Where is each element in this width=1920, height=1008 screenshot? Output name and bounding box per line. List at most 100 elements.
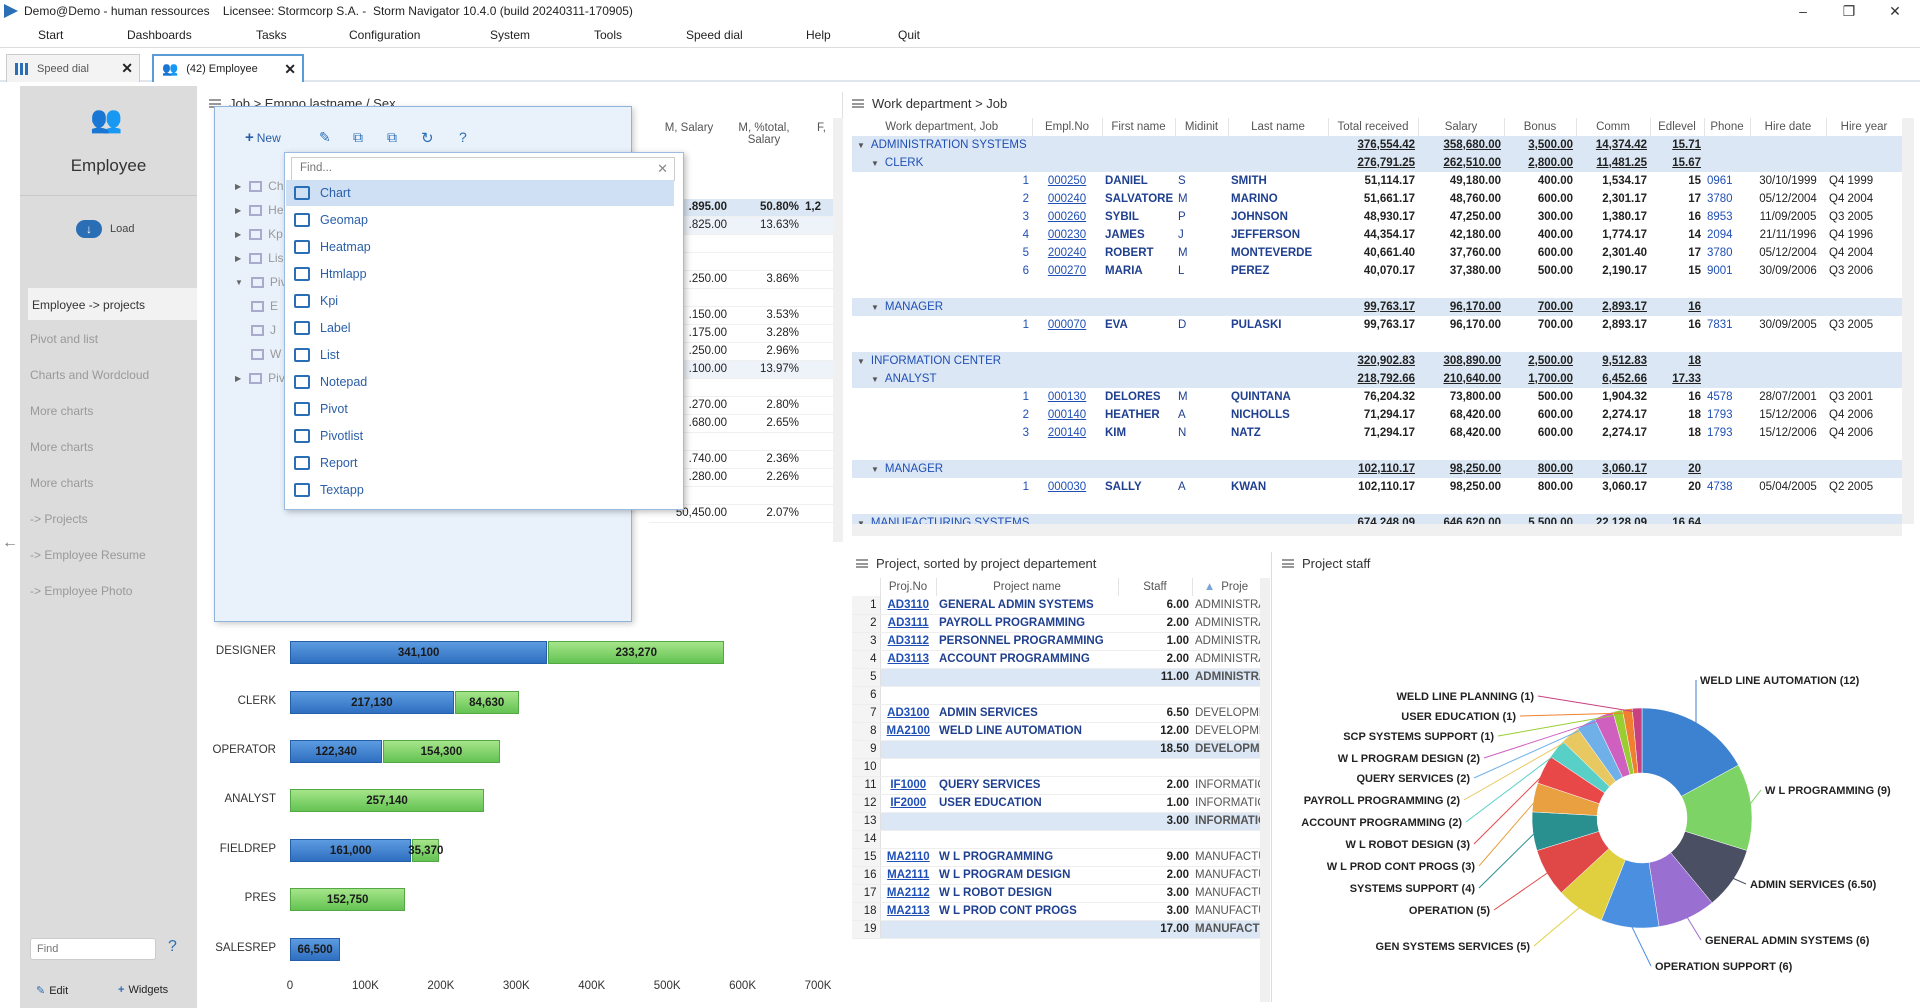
table-row[interactable]: 13 3.00 INFORMATIC (852, 812, 1260, 831)
table-row[interactable]: 11 IF1000 QUERY SERVICES 2.00 INFORMATIO (852, 776, 1260, 795)
proj-no-link[interactable]: MA2112 (886, 887, 930, 899)
empno-link[interactable]: 000070 (1047, 319, 1087, 331)
widget-type-list[interactable]: List (286, 342, 674, 368)
proj-no-link[interactable]: AD3100 (887, 707, 930, 719)
column-header[interactable]: ▲ Proje (1192, 578, 1260, 596)
proj-no-link[interactable]: AD3112 (887, 635, 930, 647)
table-row[interactable]: 7 AD3100 ADMIN SERVICES 6.50 DEVELOPME (852, 704, 1260, 723)
column-header[interactable]: Phone (1704, 118, 1751, 136)
refresh-icon[interactable]: ↻ (421, 130, 434, 147)
proj-no-link[interactable]: MA2113 (886, 905, 930, 917)
table-row[interactable]: 2 000140 HEATHER A NICHOLLS 71,294.17 68,420.0… (852, 406, 1902, 424)
bar-mark[interactable]: 84,630 (454, 691, 519, 714)
pie-slice[interactable] (1641, 707, 1739, 797)
empno-link[interactable]: 000140 (1047, 409, 1087, 421)
column-header[interactable]: Edlevel (1650, 118, 1705, 136)
collapse-icon[interactable]: ▼ (857, 141, 865, 150)
widget-type-report[interactable]: Report (286, 450, 674, 476)
proj-no-link[interactable]: IF2000 (890, 797, 927, 809)
table-row[interactable]: 3 000260 SYBIL P JOHNSON 48,930.17 47,250.00 30… (852, 208, 1902, 226)
bar-mark[interactable]: 257,140 (290, 789, 484, 812)
table-row[interactable]: 9 18.50 DEVELOPME (852, 740, 1260, 759)
widgets-button[interactable]: + Widgets (118, 984, 168, 996)
empno-link[interactable]: 000030 (1047, 481, 1087, 493)
proj-no-link[interactable]: MA2100 (886, 725, 930, 737)
widget-type-notepad[interactable]: Notepad (286, 369, 674, 395)
expand-icon[interactable]: ▶ (235, 229, 242, 239)
widget-type-geomap[interactable]: Geomap (286, 207, 674, 233)
column-header[interactable]: Project name (936, 578, 1119, 596)
tree-item[interactable]: ▶ He (235, 203, 284, 217)
widget-type-kpi[interactable]: Kpi (286, 288, 674, 314)
proj-no-link[interactable]: AD3111 (887, 617, 929, 629)
empno-link[interactable]: 000250 (1047, 175, 1087, 187)
help-icon[interactable]: ? (168, 938, 177, 955)
menu-start[interactable]: Start (38, 28, 64, 42)
edit-icon[interactable]: ✎ (319, 129, 331, 145)
table-row[interactable] (852, 334, 1902, 352)
vertical-scrollbar[interactable] (1260, 578, 1270, 1002)
widget-type-textapp[interactable]: Textapp (286, 477, 674, 503)
column-header[interactable]: Midinit (1175, 118, 1229, 136)
load-button[interactable]: ↓ Load (76, 220, 134, 238)
table-row[interactable]: 10 (852, 758, 1260, 777)
column-header[interactable]: First name (1102, 118, 1176, 136)
table-row[interactable]: 15 MA2110 W L PROGRAMMING 9.00 MANUFACTU (852, 848, 1260, 867)
table-row[interactable]: 2 000240 SALVATORE M MARINO 51,661.17 48,760.0… (852, 190, 1902, 208)
bar-mark[interactable]: 233,270 (548, 641, 725, 664)
table-row[interactable]: ▼ MANUFACTURING SYSTEMS 674,248.09 646,620.… (852, 514, 1902, 524)
menu-icon[interactable] (1282, 559, 1294, 568)
pie-slice[interactable] (1631, 707, 1643, 774)
clear-icon[interactable]: ✕ (657, 161, 668, 176)
table-row[interactable]: 1 000070 EVA D PULASKI 99,763.17 96,170.00 700.… (852, 316, 1902, 334)
table-row[interactable]: 6 (852, 686, 1260, 705)
column-header[interactable]: Proj.No (880, 578, 937, 596)
column-header[interactable]: Empl.No (1032, 118, 1103, 136)
table-row[interactable]: ▼ ANALYST 218,792.66 210,640.00 1,700.00 6,45… (852, 370, 1902, 388)
widget-type-heatmap[interactable]: Heatmap (286, 234, 674, 260)
empno-link[interactable]: 000260 (1047, 211, 1087, 223)
widget-type-pivot[interactable]: Pivot (286, 396, 674, 422)
menu-quit[interactable]: Quit (898, 28, 921, 42)
new-button[interactable]: + New (245, 129, 281, 146)
table-row[interactable]: 4 000230 JAMES J JEFFERSON 44,354.17 42,180.00… (852, 226, 1902, 244)
table-row[interactable]: 17 MA2112 W L ROBOT DESIGN 3.00 MANUFACTU (852, 884, 1260, 903)
sidebar-item-more-charts[interactable]: More charts (30, 440, 94, 454)
bar-mark[interactable]: 154,300 (383, 740, 500, 763)
edit-button[interactable]: ✎ Edit (36, 984, 68, 998)
table-row[interactable]: 6 000270 MARIA L PEREZ 40,070.17 37,380.00 500.… (852, 262, 1902, 280)
widget-type-label[interactable]: Label (286, 315, 674, 341)
collapse-icon[interactable]: ▼ (871, 303, 879, 312)
sidebar-item-employee-resume[interactable]: -> Employee Resume (30, 548, 146, 562)
column-header[interactable]: Staff (1118, 578, 1193, 596)
widget-find-field[interactable]: ✕ (291, 157, 675, 181)
empno-link[interactable]: 000270 (1047, 265, 1087, 277)
column-header[interactable]: Last name (1228, 118, 1329, 136)
bar-mark[interactable]: 152,750 (290, 888, 406, 911)
horizontal-scrollbar[interactable] (852, 524, 1902, 536)
collapse-icon[interactable]: ▼ (871, 375, 879, 384)
tree-item[interactable]: ▼ Piv (235, 275, 287, 289)
empno-link[interactable]: 000130 (1047, 391, 1087, 403)
table-row[interactable]: 4 AD3113 ACCOUNT PROGRAMMING 2.00 ADMINISTRA (852, 650, 1260, 669)
copy-icon[interactable]: ⧉ (353, 129, 363, 145)
sidebar-item-more-charts[interactable]: More charts (30, 404, 94, 418)
minimize-button[interactable]: – (1799, 3, 1807, 19)
proj-no-link[interactable]: IF1000 (890, 779, 927, 791)
table-row[interactable]: 1 000030 SALLY A KWAN 102,110.17 98,250.00 800.… (852, 478, 1902, 496)
table-row[interactable]: 3 AD3112 PERSONNEL PROGRAMMING 1.00 ADMINIST… (852, 632, 1260, 651)
table-row[interactable]: 2 AD3111 PAYROLL PROGRAMMING 2.00 ADMINISTRA (852, 614, 1260, 633)
tree-item[interactable]: ▶ Kp (235, 227, 283, 241)
bar-mark[interactable]: 35,370 (408, 839, 443, 862)
proj-no-link[interactable]: MA2110 (886, 851, 930, 863)
maximize-button[interactable]: ❐ (1842, 2, 1856, 19)
proj-no-link[interactable]: AD3110 (887, 598, 930, 611)
column-header[interactable]: Work department, Job (852, 118, 1033, 136)
scrollbar[interactable] (833, 118, 843, 542)
menu-tasks[interactable]: Tasks (256, 28, 287, 42)
tab-employee[interactable]: 👥 (42) Employee ✕ (152, 54, 304, 82)
widget-find-input[interactable] (292, 158, 632, 178)
sidebar-find-input[interactable] (30, 938, 156, 960)
empno-link[interactable]: 000240 (1047, 193, 1087, 205)
